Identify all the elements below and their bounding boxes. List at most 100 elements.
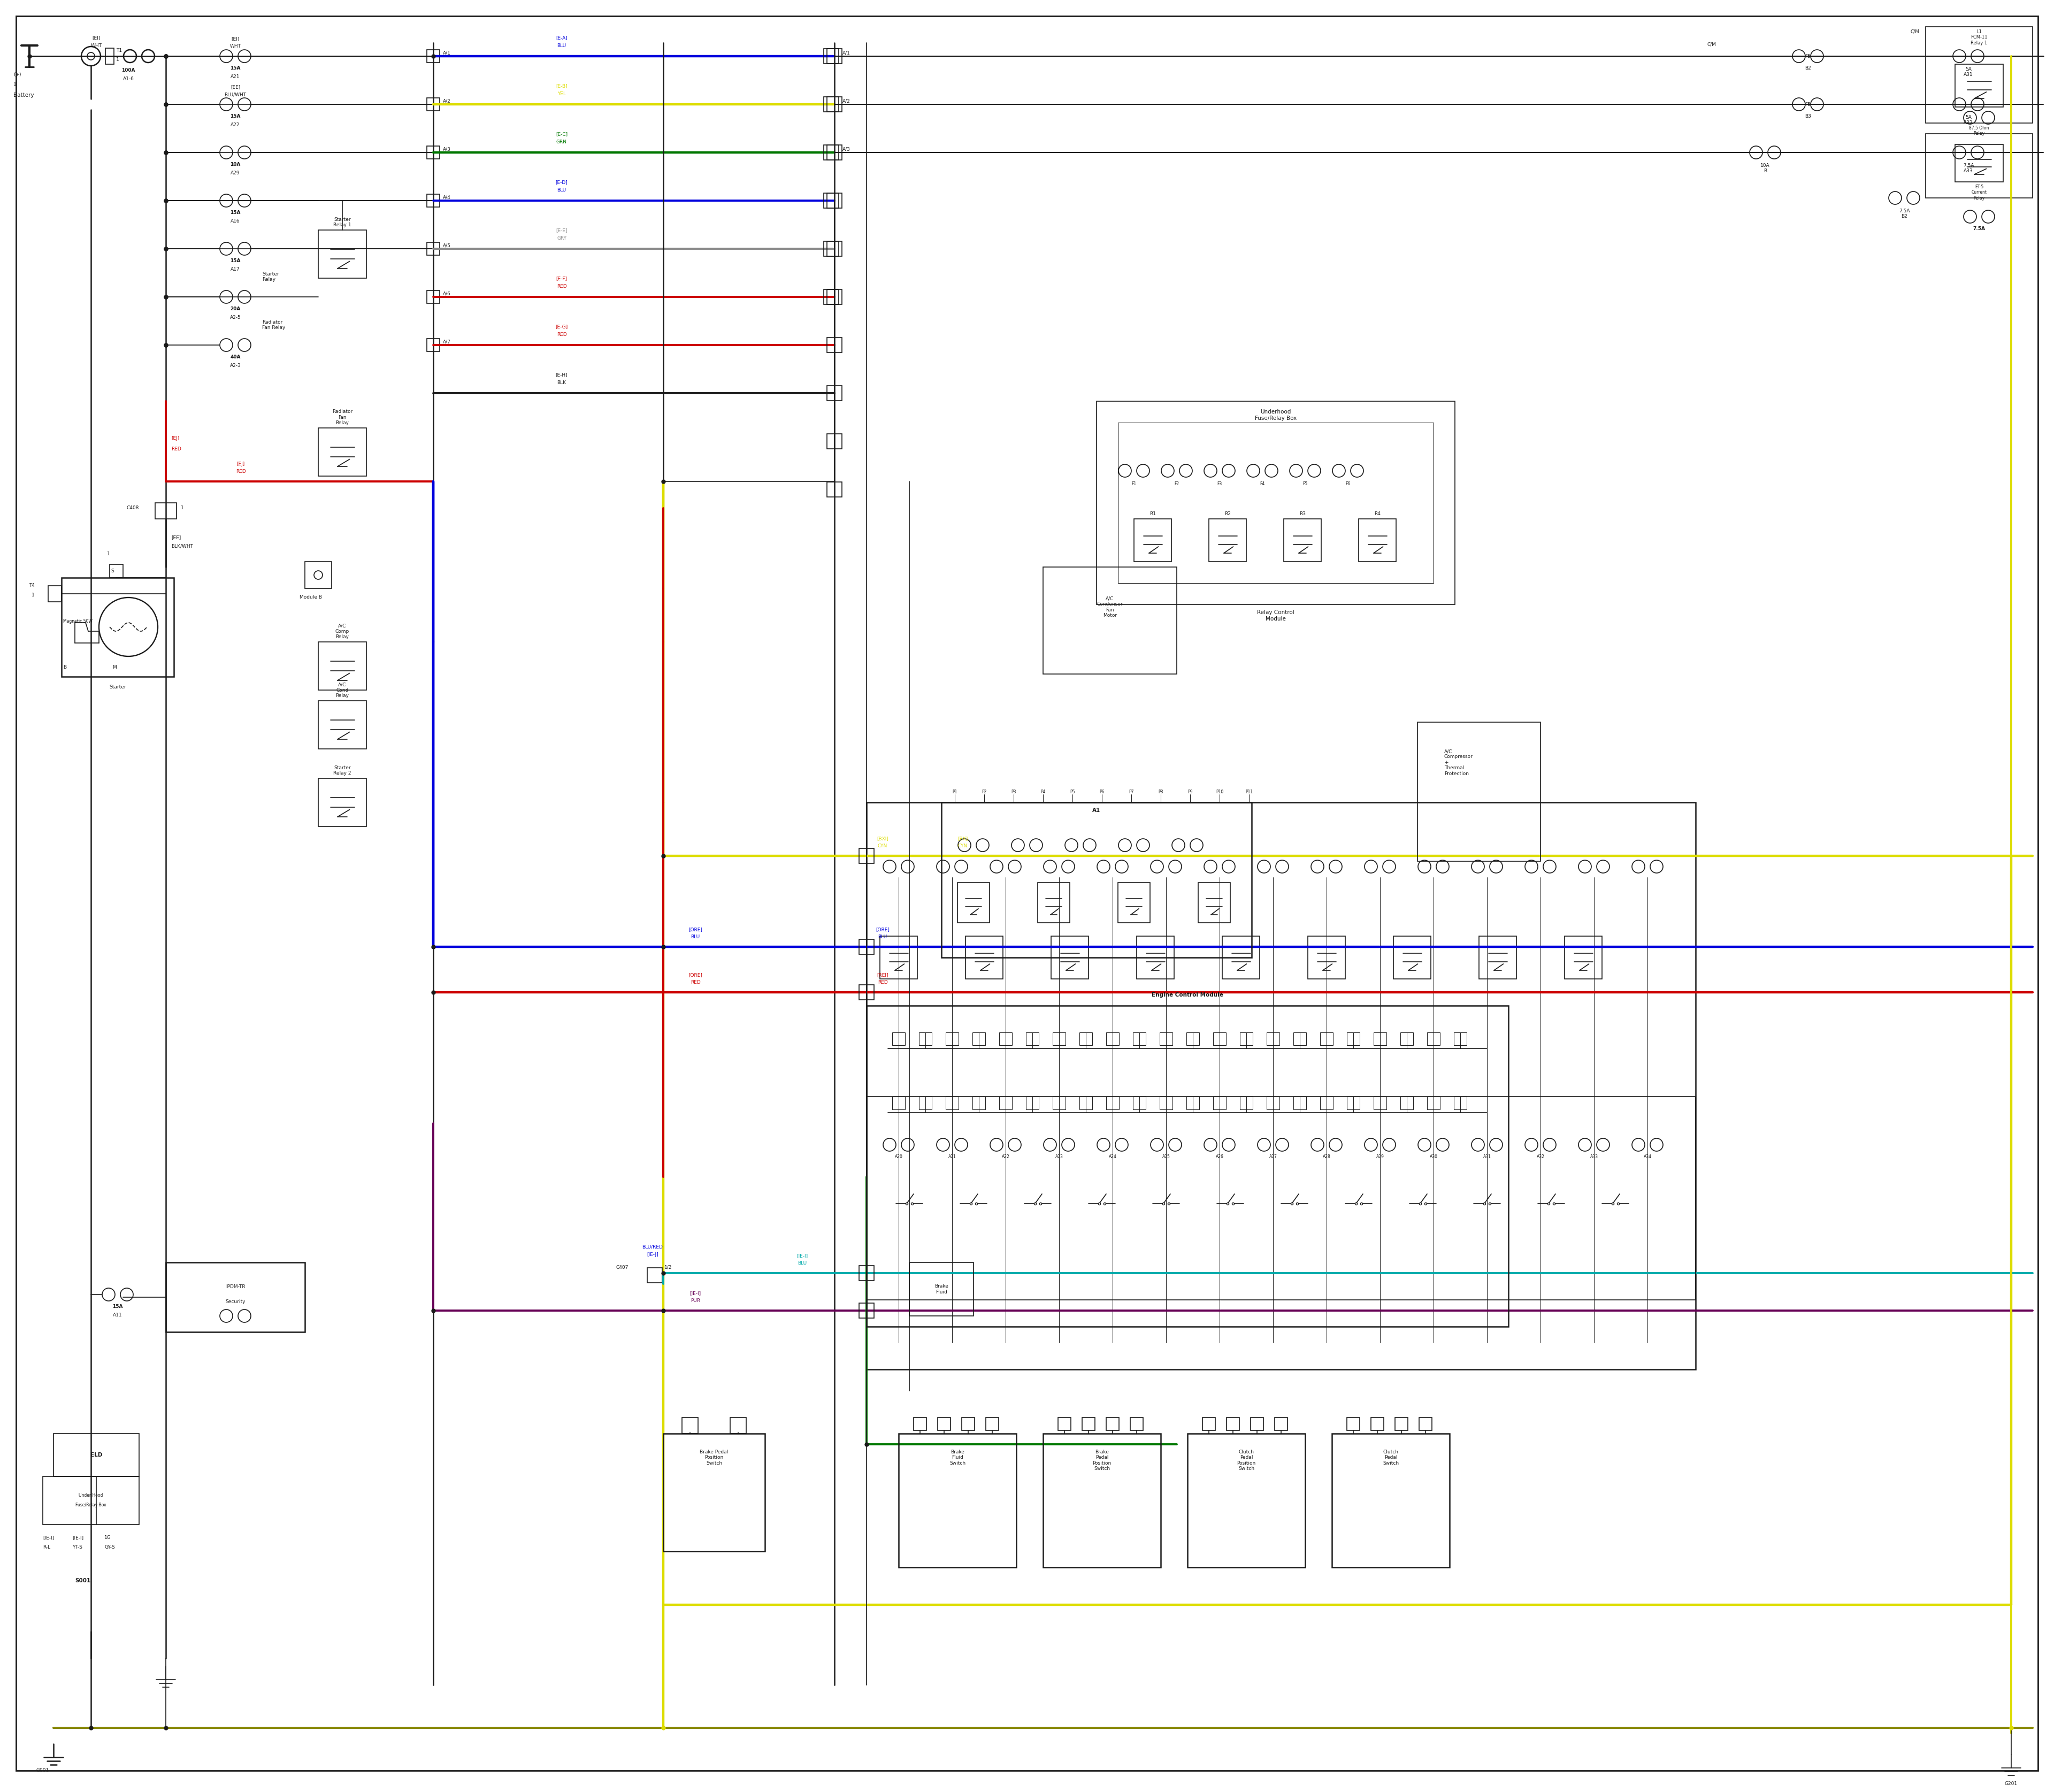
Text: [BXI]: [BXI] (877, 837, 889, 840)
Text: Module B: Module B (300, 595, 322, 600)
Text: BLU: BLU (557, 188, 567, 192)
Bar (828, 289, 842, 305)
Text: C/M: C/M (1910, 29, 1920, 34)
Text: RED: RED (557, 332, 567, 337)
Bar (1214, 1032, 1226, 1045)
Bar (972, 1097, 986, 1109)
Bar (1358, 520, 1397, 561)
Bar (1210, 520, 1247, 561)
Text: Fuse/Relay Box: Fuse/Relay Box (76, 1502, 107, 1507)
Bar (965, 935, 1002, 978)
Bar (427, 290, 440, 303)
Bar (1284, 520, 1321, 561)
Bar (891, 1032, 906, 1045)
Text: GRY: GRY (557, 237, 567, 240)
Text: T4: T4 (29, 582, 35, 588)
Text: P10: P10 (1216, 790, 1224, 794)
Bar (1294, 1032, 1306, 1045)
Text: A/1: A/1 (444, 50, 450, 56)
Bar (166, 1262, 304, 1331)
Text: A/5: A/5 (444, 244, 450, 247)
Bar (859, 1303, 875, 1319)
Text: A/C
Condenser
Fan
Motor: A/C Condenser Fan Motor (1097, 597, 1124, 618)
Text: [EJ]: [EJ] (170, 435, 179, 441)
Bar (1347, 1032, 1360, 1045)
Bar (427, 145, 440, 159)
Bar (1134, 1097, 1146, 1109)
Text: P5: P5 (1070, 790, 1074, 794)
Text: P1: P1 (953, 790, 957, 794)
Bar (1097, 401, 1454, 604)
Bar (1161, 1032, 1173, 1045)
Bar (682, 1417, 698, 1434)
Bar (1428, 1032, 1440, 1045)
Text: A30: A30 (1430, 1154, 1438, 1159)
Bar (1241, 1032, 1253, 1045)
Text: A2-3: A2-3 (230, 364, 240, 367)
Bar (1241, 1097, 1253, 1109)
Text: [ORE]: [ORE] (875, 926, 889, 932)
Text: [IE-I]: [IE-I] (797, 1253, 807, 1258)
Bar (1080, 1032, 1093, 1045)
Text: 7.5A: 7.5A (1974, 226, 1986, 231)
Bar (1197, 883, 1230, 923)
Bar (859, 848, 875, 864)
Bar (1058, 1417, 1070, 1430)
Text: P2: P2 (982, 790, 986, 794)
Bar (1321, 1032, 1333, 1045)
Bar (1136, 935, 1175, 978)
Bar (1401, 1097, 1413, 1109)
Text: A/7: A/7 (444, 339, 450, 344)
Bar (1052, 1097, 1066, 1109)
Text: [E-F]: [E-F] (557, 276, 567, 281)
Text: BLU/RED: BLU/RED (643, 1245, 663, 1249)
Bar (1428, 1097, 1440, 1109)
Bar (1082, 1417, 1095, 1430)
Text: PUR: PUR (690, 1297, 700, 1303)
Text: Battery: Battery (14, 93, 35, 99)
Text: 15A: 15A (230, 115, 240, 118)
Text: [E-B]: [E-B] (557, 84, 567, 88)
Bar (1454, 1097, 1467, 1109)
Bar (304, 561, 331, 588)
Text: R-L: R-L (43, 1545, 51, 1550)
Text: Relay Control
Module: Relay Control Module (1257, 609, 1294, 622)
Bar (1331, 1434, 1450, 1568)
Bar (1214, 1097, 1226, 1109)
Text: [EE]: [EE] (170, 536, 181, 539)
Text: 100A: 100A (121, 68, 136, 73)
Bar (1117, 423, 1434, 582)
Bar (939, 1417, 951, 1430)
Bar (1565, 935, 1602, 978)
Bar (1927, 27, 2033, 124)
Bar (824, 145, 838, 159)
Bar (729, 1417, 746, 1434)
Bar (824, 97, 838, 111)
Text: Brake
Fluid: Brake Fluid (935, 1285, 949, 1294)
Bar (318, 701, 366, 749)
Text: A/3: A/3 (842, 147, 850, 152)
Text: [EE]: [EE] (230, 84, 240, 90)
Bar (1025, 1032, 1039, 1045)
Bar (918, 1032, 933, 1045)
Text: CYN: CYN (877, 844, 887, 848)
Bar (663, 1434, 764, 1552)
Bar (1025, 1097, 1039, 1109)
Text: Underhood
Fuse/Relay Box: Underhood Fuse/Relay Box (1255, 409, 1296, 421)
Text: 40A: 40A (230, 355, 240, 360)
Text: Starter
Relay 1: Starter Relay 1 (333, 217, 351, 228)
Bar (918, 1097, 933, 1109)
Text: F4: F4 (1259, 482, 1265, 486)
Bar (1401, 1032, 1413, 1045)
Text: Under Hood: Under Hood (78, 1493, 103, 1498)
Bar (1222, 935, 1259, 978)
Bar (859, 1265, 875, 1281)
Text: B3: B3 (1805, 115, 1812, 118)
Bar (1419, 1417, 1432, 1430)
Text: G201: G201 (2005, 1781, 2017, 1787)
Bar (1294, 1097, 1306, 1109)
Text: GRN: GRN (557, 140, 567, 145)
Bar (427, 242, 440, 254)
Bar (1037, 883, 1070, 923)
Bar (427, 50, 440, 63)
